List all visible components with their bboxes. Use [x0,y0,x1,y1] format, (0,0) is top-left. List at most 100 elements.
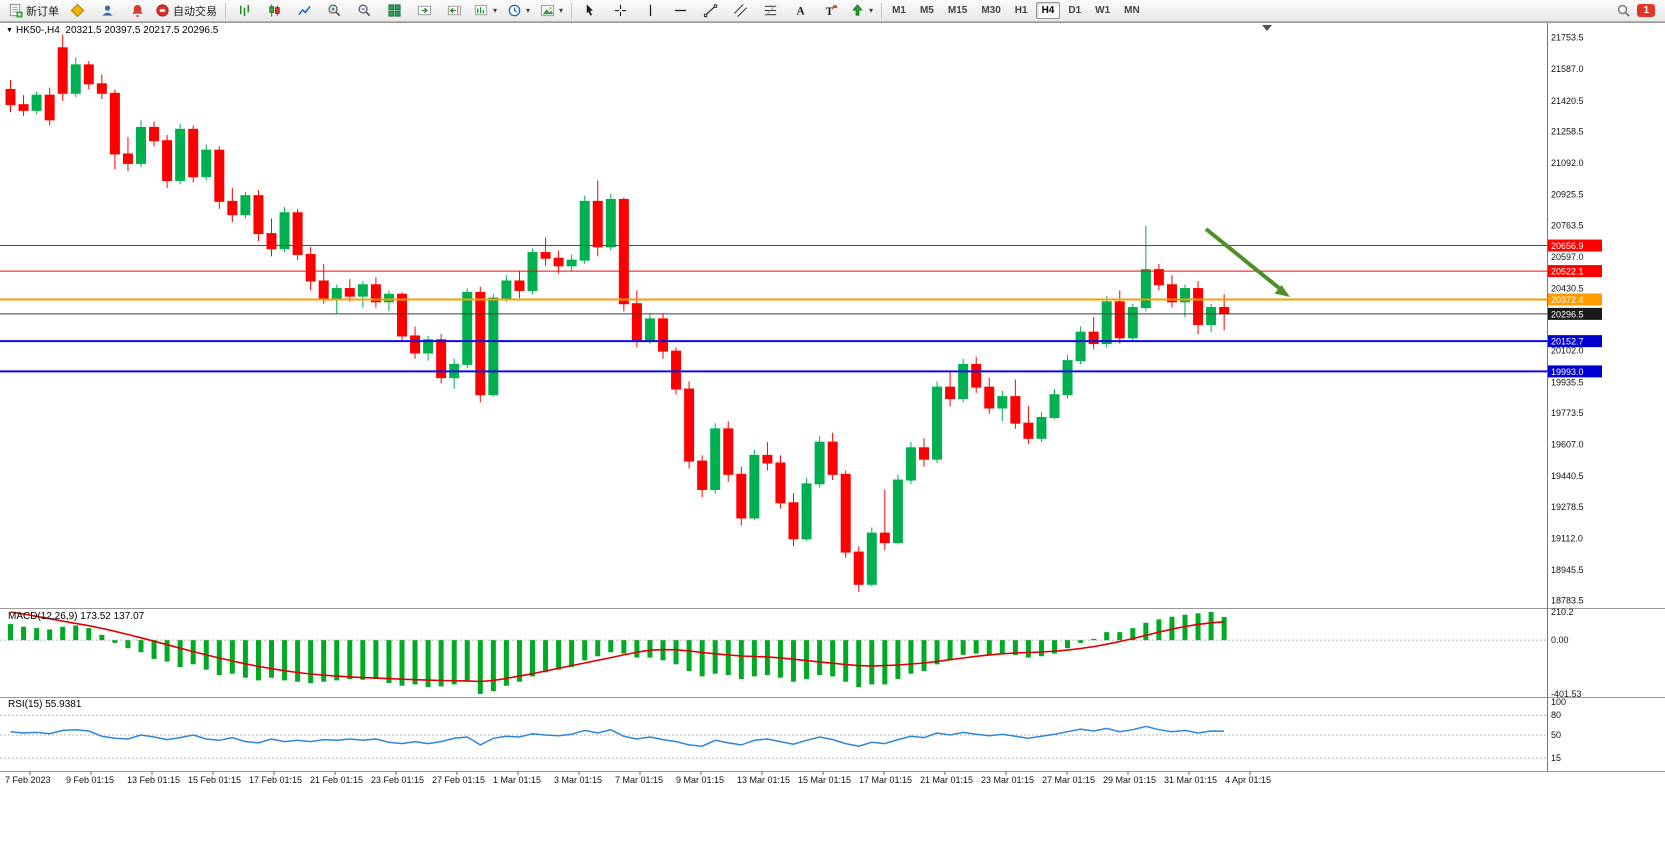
channel-icon [733,3,748,18]
vertical-line-icon [643,3,658,18]
svg-text:19440.5: 19440.5 [1551,471,1584,481]
cursor-icon [583,3,598,18]
svg-text:20152.7: 20152.7 [1551,337,1584,347]
chart-shift-icon [447,3,462,18]
template-button[interactable]: ▾ [536,1,567,21]
timeframe-d1-button[interactable]: D1 [1068,5,1082,16]
timeframe-mn-button[interactable]: MN [1124,5,1140,16]
new-chart-icon [474,3,489,18]
toolbar: 新订单 自动交易 ▾ ▾ ▾ A T ▾ M1 M5 M15 M30 H1 H4 D1 W1 MN 1 [0,0,1665,22]
period-button[interactable]: ▾ [503,1,534,21]
timeframe-h4-button[interactable]: H4 [1035,2,1061,19]
arrow-annotation[interactable] [1204,227,1281,290]
price-tag-20656.9: 20656.9 [1548,239,1602,252]
chart-shift-button[interactable] [440,1,468,21]
macd-axis-labels: 210.2 0.00 -401.53 [1551,607,1582,699]
svg-text:20372.4: 20372.4 [1551,295,1584,305]
candlestick-chart-icon [267,3,282,18]
horizontal-line-button[interactable] [666,1,694,21]
svg-text:15 Mar 01:15: 15 Mar 01:15 [798,775,851,785]
zoom-in-button[interactable] [320,1,348,21]
svg-text:18783.5: 18783.5 [1551,596,1584,606]
horizontal-line-icon [673,3,688,18]
price-tag-20522.1: 20522.1 [1548,265,1602,278]
svg-text:3 Mar 01:15: 3 Mar 01:15 [554,775,602,785]
svg-text:0.00: 0.00 [1551,635,1569,645]
fibonacci-button[interactable] [756,1,784,21]
svg-text:15 Feb 01:15: 15 Feb 01:15 [188,775,241,785]
text-button[interactable]: A [786,1,814,21]
candles-group [5,34,1230,592]
rsi-indicator-label: RSI(15) 55.9381 [8,699,82,710]
chevron-down-icon: ▾ [559,6,564,15]
chart-ohlc-values: 20321.5 20397.5 20217.5 20296.5 [65,25,219,36]
tile-windows-button[interactable] [380,1,408,21]
arrows-icon [850,3,865,18]
macd-signal-line [10,611,1225,683]
svg-text:210.2: 210.2 [1551,607,1574,617]
label-button[interactable]: T [816,1,844,21]
svg-text:15: 15 [1551,753,1561,763]
crosshair-icon [613,3,628,18]
svg-text:A: A [796,6,805,18]
timeframe-m5-button[interactable]: M5 [919,5,934,16]
svg-text:20296.5: 20296.5 [1551,309,1584,319]
alerts-button[interactable] [123,1,151,21]
svg-text:21 Feb 01:15: 21 Feb 01:15 [310,775,363,785]
price-tag-20372.4: 20372.4 [1548,293,1602,306]
bar-chart-icon [237,3,252,18]
template-icon [540,3,555,18]
candlestick-chart-button[interactable] [260,1,288,21]
svg-text:20597.0: 20597.0 [1551,252,1584,262]
price-tag-20296.5: 20296.5 [1548,307,1602,320]
line-chart-button[interactable] [290,1,318,21]
timeframe-m30-button[interactable]: M30 [981,5,1001,16]
svg-text:20102.0: 20102.0 [1551,346,1584,356]
zoom-out-button[interactable] [350,1,378,21]
new-order-label: 新订单 [26,5,59,18]
svg-text:-401.53: -401.53 [1551,689,1582,699]
period-icon [507,3,522,18]
chart-shift-marker[interactable] [1262,25,1272,31]
new-order-button[interactable]: 新订单 [4,1,63,21]
arrows-button[interactable]: ▾ [846,1,877,21]
fibonacci-icon [763,3,778,18]
price-tag-19993.0: 19993.0 [1548,365,1602,378]
notification-badge[interactable]: 1 [1637,4,1655,17]
svg-text:50: 50 [1551,730,1561,740]
timeframe-w1-button[interactable]: W1 [1095,5,1111,16]
new-chart-button[interactable]: ▾ [470,1,501,21]
svg-text:20925.5: 20925.5 [1551,190,1584,200]
auto-scroll-button[interactable] [410,1,438,21]
timeframe-h1-button[interactable]: H1 [1014,5,1028,16]
vertical-line-button[interactable] [636,1,664,21]
chevron-down-icon: ▾ [869,6,874,15]
svg-text:20763.5: 20763.5 [1551,220,1584,230]
time-axis-labels: 7 Feb 2023 9 Feb 01:15 13 Feb 01:15 15 Feb … [5,771,1271,785]
svg-text:19112.0: 19112.0 [1551,533,1583,543]
arrow-annotation-head[interactable] [1274,285,1291,297]
tile-windows-icon [387,3,402,18]
timeframe-m1-button[interactable]: M1 [892,5,906,16]
svg-text:9 Feb 01:15: 9 Feb 01:15 [66,775,114,785]
svg-text:4 Apr 01:15: 4 Apr 01:15 [1225,775,1271,785]
svg-text:17 Feb 01:15: 17 Feb 01:15 [249,775,302,785]
chart-collapse-icon[interactable]: ▼ [6,27,13,34]
crosshair-button[interactable] [606,1,634,21]
trendline-button[interactable] [696,1,724,21]
svg-text:21420.5: 21420.5 [1551,96,1584,106]
svg-text:20430.5: 20430.5 [1551,283,1584,293]
search-button[interactable] [1609,1,1637,21]
auto-trading-button[interactable]: 自动交易 [151,1,221,21]
accounts-button[interactable] [93,1,121,21]
cursor-button[interactable] [576,1,604,21]
metaeditor-button[interactable] [63,1,91,21]
svg-text:19773.5: 19773.5 [1551,408,1584,418]
timeframe-m15-button[interactable]: M15 [947,5,968,16]
channel-button[interactable] [726,1,754,21]
zoom-out-icon [357,3,372,18]
bar-chart-button[interactable] [230,1,258,21]
chevron-down-icon: ▾ [493,6,498,15]
